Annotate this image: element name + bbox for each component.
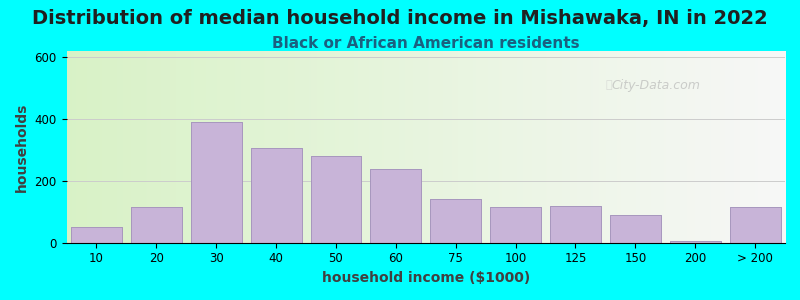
- Text: 🌐: 🌐: [606, 80, 612, 91]
- Bar: [670, 241, 721, 243]
- Bar: [131, 207, 182, 243]
- Bar: [550, 206, 601, 243]
- Bar: [430, 200, 481, 243]
- Bar: [670, 241, 721, 243]
- Bar: [190, 122, 242, 243]
- Bar: [310, 156, 362, 243]
- Bar: [370, 169, 422, 243]
- Title: Black or African American residents: Black or African American residents: [272, 36, 579, 51]
- Bar: [310, 156, 362, 243]
- Bar: [610, 215, 661, 243]
- Bar: [190, 122, 242, 243]
- Bar: [71, 227, 122, 243]
- Bar: [490, 207, 541, 243]
- X-axis label: household income ($1000): household income ($1000): [322, 271, 530, 285]
- Y-axis label: households: households: [15, 102, 29, 191]
- Bar: [250, 148, 302, 243]
- Bar: [490, 207, 541, 243]
- Text: City-Data.com: City-Data.com: [611, 79, 700, 92]
- Bar: [430, 200, 481, 243]
- Bar: [370, 169, 422, 243]
- Bar: [71, 227, 122, 243]
- Bar: [131, 207, 182, 243]
- Bar: [610, 215, 661, 243]
- Bar: [730, 207, 781, 243]
- Bar: [550, 206, 601, 243]
- Bar: [250, 148, 302, 243]
- Text: Distribution of median household income in Mishawaka, IN in 2022: Distribution of median household income …: [32, 9, 768, 28]
- Bar: [730, 207, 781, 243]
